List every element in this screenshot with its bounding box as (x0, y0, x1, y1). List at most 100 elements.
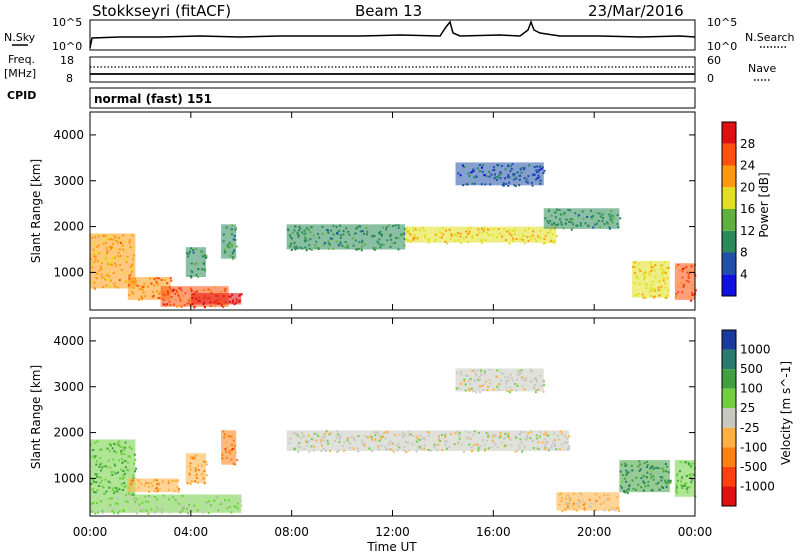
data-cell (290, 244, 293, 247)
velocity-y-axis-label: Slant Range [km] (29, 365, 43, 469)
data-cell (504, 376, 507, 379)
data-cell (520, 171, 523, 174)
data-cell (187, 506, 190, 509)
data-cell (238, 294, 241, 297)
data-cell (635, 488, 638, 491)
data-cell (357, 450, 360, 453)
data-cell (539, 237, 542, 240)
data-cell (220, 299, 223, 302)
data-cell (113, 282, 116, 285)
data-cell (342, 230, 345, 233)
data-cell (136, 512, 139, 515)
data-cell (201, 251, 204, 254)
data-cell (423, 437, 426, 440)
data-cell (539, 182, 542, 185)
data-cell (635, 275, 638, 278)
data-cell (570, 227, 573, 230)
data-cell (371, 450, 374, 453)
data-cell (664, 282, 667, 285)
data-cell (476, 377, 479, 380)
data-cell (533, 377, 536, 380)
data-cell (489, 183, 492, 186)
data-cell (479, 378, 482, 381)
data-cell (625, 472, 628, 475)
data-cell (558, 503, 561, 506)
data-cell (479, 239, 482, 242)
data-cell (204, 269, 207, 272)
data-cell (123, 503, 126, 506)
data-cell (402, 449, 405, 452)
data-cell (229, 453, 232, 456)
colorbar-tick-label: 100 (740, 382, 763, 396)
data-cell (172, 288, 175, 291)
data-cell (134, 500, 137, 503)
data-cell (692, 270, 695, 273)
data-cell (121, 488, 124, 491)
data-cell (313, 432, 316, 435)
data-cell (463, 380, 466, 383)
data-cell (492, 169, 495, 172)
data-cell (156, 488, 159, 491)
data-cell (117, 459, 120, 462)
data-cell (382, 435, 385, 438)
data-cell (544, 234, 547, 237)
data-cell (690, 264, 693, 267)
data-cell (95, 502, 98, 505)
data-cell (123, 250, 126, 253)
x-axis-label: Time UT (366, 540, 417, 554)
data-cell (167, 292, 170, 295)
data-cell (641, 293, 644, 296)
data-cell (221, 457, 224, 460)
data-cell (106, 251, 109, 254)
data-cell (666, 289, 669, 292)
data-cell (603, 494, 606, 497)
data-cell (645, 460, 648, 463)
data-cell (397, 442, 400, 445)
data-cell (429, 449, 432, 452)
data-cell (179, 511, 182, 514)
data-cell (638, 460, 641, 463)
data-cell (224, 288, 227, 291)
data-cell (548, 231, 551, 234)
data-cell (456, 371, 459, 374)
data-cell (106, 265, 109, 268)
data-cell (217, 302, 220, 305)
data-cell (194, 302, 197, 305)
data-cell (233, 249, 236, 252)
data-cell (469, 437, 472, 440)
data-cell (508, 181, 511, 184)
data-cell (524, 229, 527, 232)
data-cell (310, 226, 313, 229)
data-cell (319, 441, 322, 444)
data-cell (525, 434, 528, 437)
data-cell (552, 441, 555, 444)
data-cell (95, 473, 98, 476)
power-heatmap (90, 162, 697, 309)
data-cell (644, 297, 647, 300)
data-cell (365, 233, 368, 236)
data-cell (361, 241, 364, 244)
data-cell (203, 268, 206, 271)
data-cell (387, 224, 390, 227)
data-cell (161, 505, 164, 508)
data-cell (688, 473, 691, 476)
data-cell (380, 444, 383, 447)
data-cell (603, 509, 606, 512)
data-cell (126, 498, 129, 501)
data-cell (476, 444, 479, 447)
data-cell (471, 236, 474, 239)
data-cell (361, 442, 364, 445)
data-cell (573, 508, 576, 511)
data-cell (307, 440, 310, 443)
data-cell (223, 289, 226, 292)
data-cell (118, 477, 121, 480)
power-colorbar-label: Power [dB] (757, 172, 771, 237)
data-cell (676, 473, 679, 476)
data-cell (326, 439, 329, 442)
data-cell (617, 225, 620, 228)
data-cell (610, 210, 613, 213)
data-cell (557, 438, 560, 441)
data-cell (465, 230, 468, 233)
data-cell (124, 472, 127, 475)
colorbar-tick-label: 1000 (740, 343, 771, 357)
